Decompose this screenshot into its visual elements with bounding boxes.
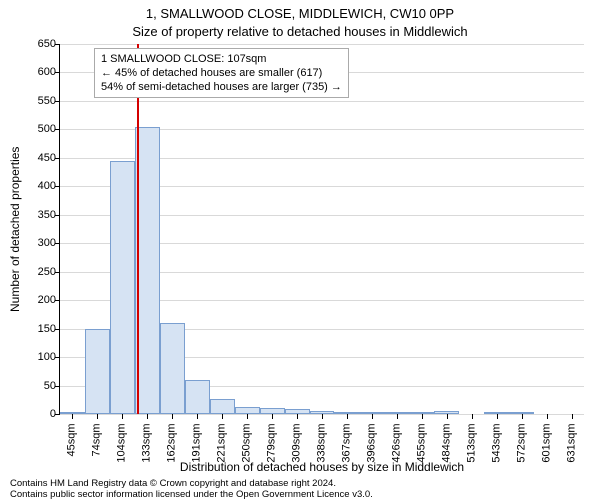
x-tick-label: 601sqm <box>541 424 552 472</box>
x-tick-mark <box>397 414 398 419</box>
x-tick-label: 162sqm <box>167 424 178 472</box>
x-tick-mark <box>72 414 73 419</box>
x-tick-mark <box>222 414 223 419</box>
x-tick-label: 513sqm <box>466 424 477 472</box>
x-tick-mark <box>122 414 123 419</box>
y-tick-label: 100 <box>16 352 56 363</box>
y-tick-label: 300 <box>16 238 56 249</box>
x-tick-mark <box>272 414 273 419</box>
footer-line-2: Contains public sector information licen… <box>10 489 590 500</box>
histogram-bar <box>210 399 235 414</box>
x-tick-label: 221sqm <box>217 424 228 472</box>
footer-line-1: Contains HM Land Registry data © Crown c… <box>10 478 590 489</box>
x-tick-mark <box>197 414 198 419</box>
info-box: 1 SMALLWOOD CLOSE: 107sqm ← 45% of detac… <box>94 48 349 98</box>
histogram-bar <box>110 161 135 414</box>
x-tick-label: 191sqm <box>192 424 203 472</box>
x-tick-mark <box>447 414 448 419</box>
y-tick-label: 50 <box>16 381 56 392</box>
info-line-3: 54% of semi-detached houses are larger (… <box>101 80 342 94</box>
x-tick-label: 74sqm <box>92 424 103 472</box>
y-tick-label: 500 <box>16 124 56 135</box>
plot-area <box>60 44 584 414</box>
x-tick-mark <box>472 414 473 419</box>
y-tick-label: 550 <box>16 96 56 107</box>
x-tick-label: 543sqm <box>491 424 502 472</box>
x-tick-mark <box>247 414 248 419</box>
x-tick-label: 484sqm <box>441 424 452 472</box>
x-tick-mark <box>97 414 98 419</box>
x-tick-mark <box>522 414 523 419</box>
x-tick-mark <box>372 414 373 419</box>
histogram-bar <box>160 323 185 414</box>
y-tick-label: 200 <box>16 295 56 306</box>
x-tick-label: 572sqm <box>516 424 527 472</box>
footer-attribution: Contains HM Land Registry data © Crown c… <box>10 478 590 500</box>
y-tick-label: 450 <box>16 153 56 164</box>
y-axis-line <box>59 44 60 414</box>
x-tick-mark <box>547 414 548 419</box>
x-tick-mark <box>322 414 323 419</box>
info-line-1: 1 SMALLWOOD CLOSE: 107sqm <box>101 52 342 66</box>
chart-title-line2: Size of property relative to detached ho… <box>0 24 600 39</box>
x-tick-mark <box>497 414 498 419</box>
histogram-bar <box>235 407 260 414</box>
x-tick-label: 631sqm <box>566 424 577 472</box>
x-tick-label: 104sqm <box>117 424 128 472</box>
x-tick-mark <box>347 414 348 419</box>
x-tick-label: 367sqm <box>341 424 352 472</box>
x-tick-label: 279sqm <box>267 424 278 472</box>
x-tick-label: 133sqm <box>142 424 153 472</box>
y-tick-label: 0 <box>16 409 56 420</box>
x-tick-mark <box>297 414 298 419</box>
x-tick-mark <box>422 414 423 419</box>
info-line-2: ← 45% of detached houses are smaller (61… <box>101 66 342 80</box>
histogram-bar <box>185 380 210 414</box>
x-tick-label: 250sqm <box>242 424 253 472</box>
x-tick-label: 338sqm <box>317 424 328 472</box>
chart-title-line1: 1, SMALLWOOD CLOSE, MIDDLEWICH, CW10 0PP <box>0 6 600 21</box>
x-tick-label: 426sqm <box>391 424 402 472</box>
x-tick-mark <box>572 414 573 419</box>
y-tick-label: 150 <box>16 324 56 335</box>
histogram-bar <box>85 329 110 414</box>
y-tick-label: 350 <box>16 210 56 221</box>
property-marker-line <box>137 44 139 414</box>
y-tick-label: 650 <box>16 39 56 50</box>
y-tick-label: 600 <box>16 67 56 78</box>
x-tick-label: 45sqm <box>67 424 78 472</box>
x-tick-label: 396sqm <box>366 424 377 472</box>
x-tick-mark <box>172 414 173 419</box>
y-tick-label: 250 <box>16 267 56 278</box>
x-tick-label: 309sqm <box>292 424 303 472</box>
x-tick-label: 455sqm <box>416 424 427 472</box>
x-tick-mark <box>147 414 148 419</box>
y-tick-label: 400 <box>16 181 56 192</box>
